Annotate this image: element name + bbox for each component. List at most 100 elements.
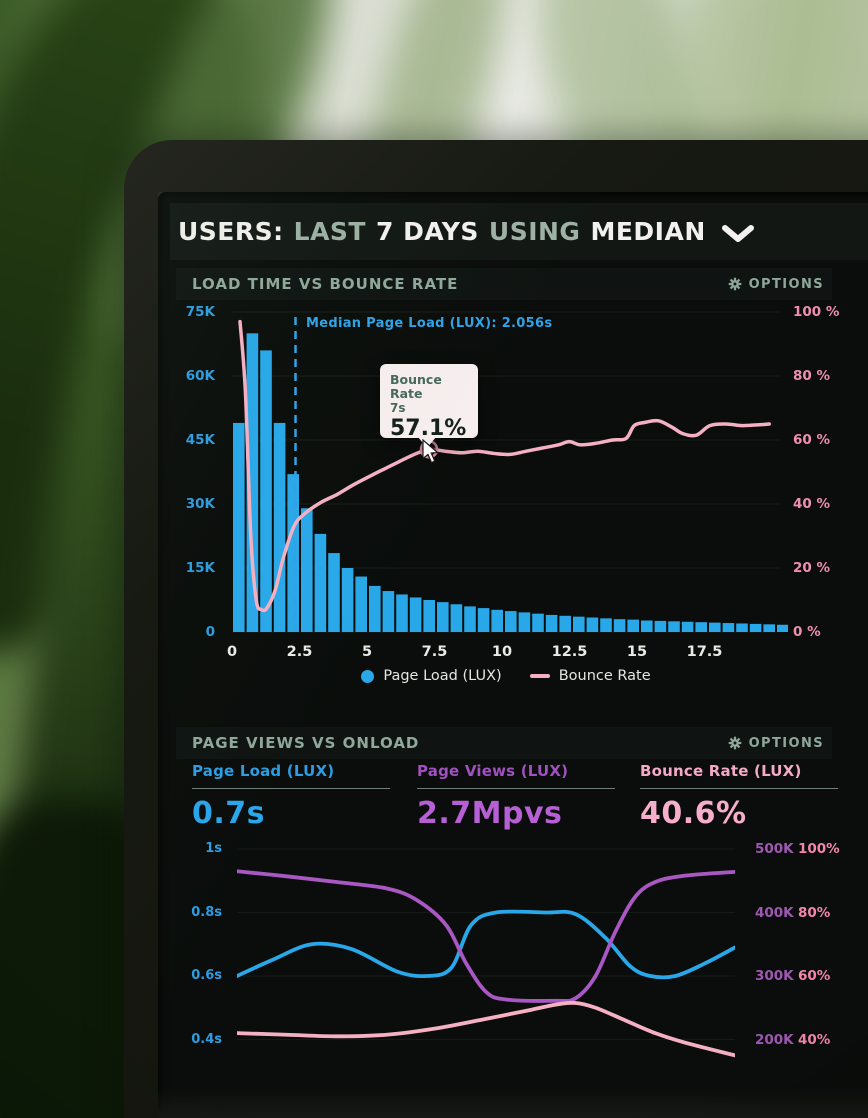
- legend-item-page-load[interactable]: Page Load (LUX): [361, 668, 502, 684]
- page-views-vs-onload-chart[interactable]: [237, 838, 735, 1080]
- y-right-tick: 100 %: [793, 304, 840, 320]
- panel1-options-label: OPTIONS: [748, 276, 824, 292]
- gear-icon: [728, 277, 741, 291]
- histogram-bar[interactable]: [573, 616, 585, 632]
- metric-divider: [640, 788, 838, 789]
- histogram-bar[interactable]: [287, 474, 299, 632]
- median-annotation-label: Median Page Load (LUX): 2.056s: [306, 316, 553, 331]
- x-axis-tick: 12.5: [551, 644, 588, 660]
- histogram-bar[interactable]: [246, 333, 259, 632]
- histogram-bar[interactable]: [518, 612, 531, 632]
- load-time-vs-bounce-rate-chart[interactable]: [232, 310, 788, 636]
- metric-label: Bounce Rate (LUX): [640, 762, 802, 780]
- header-segment: 7 DAYS: [375, 217, 479, 246]
- legend-dash-icon: [529, 674, 550, 678]
- histogram-bar[interactable]: [749, 623, 762, 632]
- legend-dot-icon: [361, 669, 375, 683]
- y-right-tick: 20 %: [793, 560, 831, 576]
- series-line-views_k: [237, 869, 735, 1003]
- chevron-down-icon: [721, 224, 754, 242]
- header-segment: MEDIAN: [590, 217, 706, 246]
- histogram-bar[interactable]: [450, 604, 463, 632]
- histogram-bar[interactable]: [437, 602, 449, 632]
- metric-value: 40.6%: [640, 796, 747, 831]
- legend-item-bounce-rate[interactable]: Bounce Rate: [529, 668, 651, 684]
- histogram-bar[interactable]: [423, 599, 435, 632]
- panel1-options-button[interactable]: OPTIONS: [728, 277, 824, 292]
- metric-page-views: Page Views (LUX) 2.7Mpvs: [417, 762, 615, 831]
- histogram-bar[interactable]: [545, 614, 558, 632]
- histogram-bar[interactable]: [695, 622, 707, 632]
- histogram-bar[interactable]: [709, 622, 721, 632]
- histogram-bar[interactable]: [464, 606, 476, 632]
- bounce-rate-line: [238, 319, 771, 613]
- panel2-title: PAGE VIEWS VS ONLOAD: [192, 734, 420, 752]
- histogram-bar[interactable]: [382, 591, 395, 632]
- histogram-bar[interactable]: [409, 597, 422, 632]
- histogram-bar[interactable]: [627, 619, 639, 632]
- percent-tick: 100%: [798, 841, 840, 857]
- histogram-bar[interactable]: [532, 613, 544, 632]
- histogram-bar[interactable]: [654, 620, 667, 632]
- metric-divider: [192, 788, 390, 789]
- histogram-bar[interactable]: [341, 567, 354, 632]
- percent-tick: 40%: [798, 1031, 831, 1048]
- histogram-bar[interactable]: [396, 594, 408, 632]
- panel2-options-button[interactable]: OPTIONS: [728, 736, 824, 751]
- panel1-title-bar: LOAD TIME VS BOUNCE RATE OPTIONS: [176, 268, 832, 300]
- y-right-tick: 60 %: [793, 432, 831, 448]
- histogram-bar[interactable]: [491, 609, 503, 632]
- x-axis-tick: 17.5: [686, 644, 723, 660]
- metric-divider: [417, 788, 615, 789]
- histogram-bar[interactable]: [301, 508, 313, 632]
- histogram-bar[interactable]: [260, 350, 272, 632]
- histogram-bar[interactable]: [641, 620, 653, 632]
- x-axis-tick: 2.5: [286, 644, 313, 660]
- histogram-bar[interactable]: [477, 608, 490, 632]
- histogram-bar[interactable]: [600, 618, 612, 632]
- histogram-bar[interactable]: [613, 619, 626, 632]
- histogram-bar[interactable]: [681, 621, 694, 632]
- metric-value: 0.7s: [192, 796, 266, 831]
- laptop-bezel: USERS: LAST 7 DAYS USING MEDIAN LOAD TIM…: [124, 140, 868, 1118]
- metric-label: Page Load (LUX): [192, 762, 335, 780]
- y-left-tick: 45K: [185, 432, 215, 448]
- y-left-tick: 0: [205, 624, 215, 640]
- y-left-tick: 60K: [185, 368, 215, 384]
- users-range-dropdown[interactable]: USERS: LAST 7 DAYS USING MEDIAN: [170, 203, 868, 260]
- histogram-bar[interactable]: [763, 624, 775, 632]
- x-axis-tick: 15: [626, 644, 648, 660]
- screen-bottom-edge: [158, 1088, 868, 1118]
- panel1-title: LOAD TIME VS BOUNCE RATE: [192, 275, 459, 293]
- histogram-bar[interactable]: [668, 621, 680, 632]
- header-segment: LAST: [293, 217, 366, 246]
- metric-value: 2.7Mpvs: [417, 796, 563, 831]
- panel2-options-label: OPTIONS: [748, 735, 824, 751]
- percent-tick: 80%: [798, 904, 831, 921]
- x-axis-tick: 0: [226, 644, 238, 660]
- histogram-bar[interactable]: [233, 422, 245, 632]
- tooltip-value: 57.1%: [390, 416, 467, 441]
- legend-label: Bounce Rate: [558, 668, 651, 684]
- histogram-bar[interactable]: [369, 585, 381, 632]
- seconds-tick: 0.4s: [191, 1031, 222, 1047]
- histogram-bar[interactable]: [314, 533, 327, 632]
- seconds-tick: 0.6s: [191, 968, 222, 983]
- y-right-tick: 80 %: [793, 368, 831, 384]
- histogram-bar[interactable]: [722, 623, 735, 632]
- histogram-bar[interactable]: [355, 576, 367, 632]
- histogram-bar[interactable]: [559, 615, 571, 632]
- histogram-bar[interactable]: [273, 422, 286, 632]
- seconds-tick: 0.8s: [191, 904, 222, 920]
- y-left-tick: 30K: [185, 496, 215, 512]
- histogram-bar[interactable]: [586, 617, 599, 632]
- histogram-bar[interactable]: [328, 553, 340, 632]
- histogram-bar[interactable]: [505, 611, 517, 632]
- histogram-bar[interactable]: [736, 623, 748, 632]
- percent-tick: 60%: [798, 968, 831, 984]
- views-tick: 400K: [755, 904, 794, 921]
- histogram-bar[interactable]: [777, 624, 788, 632]
- panel2-title-bar: PAGE VIEWS VS ONLOAD OPTIONS: [176, 727, 832, 759]
- metric-label: Page Views (LUX): [417, 762, 569, 780]
